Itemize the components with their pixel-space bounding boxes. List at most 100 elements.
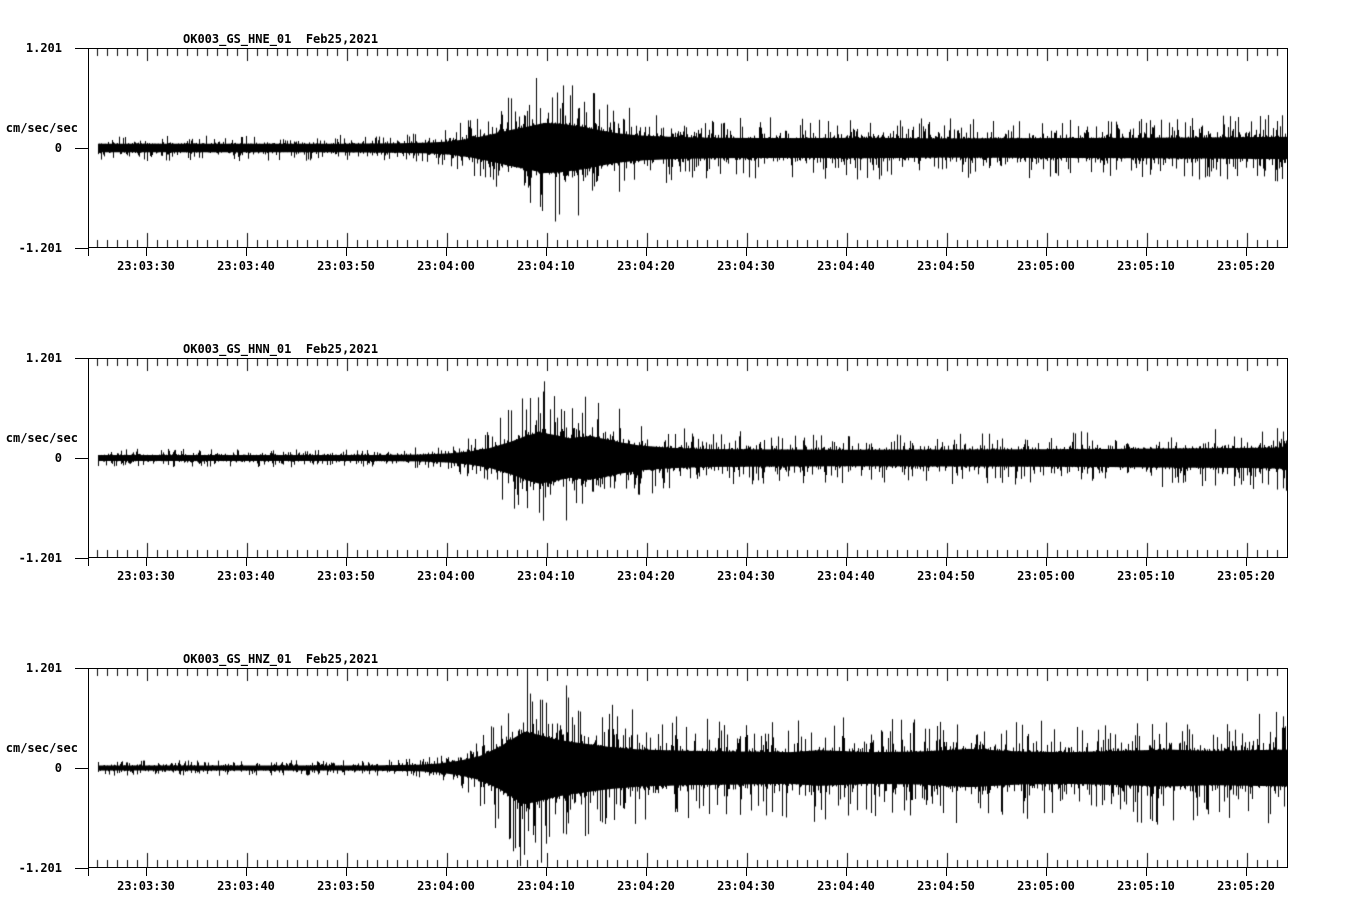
plot-area: [88, 48, 1288, 248]
x-major-tick-extension: [88, 868, 89, 876]
trace-title: OK003_GS_HNN_01 Feb25,2021: [183, 342, 379, 356]
x-tick-label: 23:04:20: [617, 259, 675, 273]
trace-title: OK003_GS_HNZ_01 Feb25,2021: [183, 652, 379, 666]
x-major-tick-extension: [646, 868, 647, 876]
x-major-tick-extension: [446, 868, 447, 876]
y-axis-max-label: 1.201: [25, 351, 62, 365]
x-tick-label: 23:04:20: [617, 569, 675, 583]
x-tick-label: 23:05:00: [1017, 569, 1075, 583]
y-axis-min-label: -1.201: [18, 861, 62, 875]
seismo-panel-hnz: OK003_GS_HNZ_01 Feb25,2021 1.201 cm/sec/…: [0, 640, 1358, 915]
waveform-canvas: [89, 359, 1287, 557]
y-tick-mark: [75, 358, 88, 359]
x-tick-label: 23:04:30: [717, 569, 775, 583]
x-tick-label: 23:04:00: [417, 569, 475, 583]
plot-area: [88, 358, 1288, 558]
x-tick-label: 23:03:40: [217, 879, 275, 893]
x-tick-label: 23:05:20: [1217, 569, 1275, 583]
x-tick-label: 23:05:20: [1217, 879, 1275, 893]
trace-title: OK003_GS_HNE_01 Feb25,2021: [183, 32, 379, 46]
x-major-tick-extension: [146, 558, 147, 566]
x-major-tick-extension: [546, 868, 547, 876]
x-tick-label: 23:04:10: [517, 259, 575, 273]
x-major-tick-extension: [246, 558, 247, 566]
x-tick-label: 23:03:30: [117, 879, 175, 893]
y-axis-max-label: 1.201: [25, 661, 62, 675]
x-tick-label: 23:04:10: [517, 569, 575, 583]
waveform-canvas: [89, 669, 1287, 867]
y-tick-mark: [75, 248, 88, 249]
x-major-tick-extension: [546, 558, 547, 566]
x-tick-label: 23:04:30: [717, 879, 775, 893]
x-tick-label: 23:05:10: [1117, 259, 1175, 273]
x-major-tick-extension: [246, 248, 247, 256]
x-tick-label: 23:03:50: [317, 879, 375, 893]
x-major-tick-extension: [1246, 868, 1247, 876]
x-major-tick-extension: [946, 868, 947, 876]
y-tick-mark: [75, 768, 88, 769]
x-major-tick-extension: [546, 248, 547, 256]
y-axis-zero-label: 0: [54, 141, 62, 155]
x-major-tick-extension: [1146, 248, 1147, 256]
x-major-tick-extension: [946, 558, 947, 566]
x-tick-label: 23:05:00: [1017, 879, 1075, 893]
x-major-tick-extension: [346, 558, 347, 566]
y-axis-units-label: cm/sec/sec: [5, 741, 78, 755]
x-tick-label: 23:04:30: [717, 259, 775, 273]
y-tick-mark: [75, 668, 88, 669]
x-major-tick-extension: [88, 558, 89, 566]
x-major-tick-extension: [146, 248, 147, 256]
x-tick-label: 23:03:50: [317, 259, 375, 273]
x-major-tick-extension: [946, 248, 947, 256]
y-tick-mark: [75, 868, 88, 869]
x-major-tick-extension: [446, 248, 447, 256]
x-tick-label: 23:03:40: [217, 259, 275, 273]
x-major-tick-extension: [1246, 248, 1247, 256]
x-tick-label: 23:05:20: [1217, 259, 1275, 273]
x-tick-label: 23:04:40: [817, 259, 875, 273]
x-tick-label: 23:04:20: [617, 879, 675, 893]
y-tick-mark: [75, 558, 88, 559]
x-tick-label: 23:04:50: [917, 569, 975, 583]
x-major-tick-extension: [746, 558, 747, 566]
x-tick-label: 23:05:10: [1117, 569, 1175, 583]
x-tick-label: 23:05:10: [1117, 879, 1175, 893]
x-major-tick-extension: [1046, 868, 1047, 876]
x-major-tick-extension: [646, 558, 647, 566]
x-tick-label: 23:04:50: [917, 259, 975, 273]
waveform-canvas: [89, 49, 1287, 247]
x-major-tick-extension: [346, 248, 347, 256]
x-tick-label: 23:04:00: [417, 259, 475, 273]
y-axis-units-label: cm/sec/sec: [5, 431, 78, 445]
x-major-tick-extension: [1046, 248, 1047, 256]
y-axis-max-label: 1.201: [25, 41, 62, 55]
y-tick-mark: [75, 148, 88, 149]
x-tick-label: 23:03:40: [217, 569, 275, 583]
x-major-tick-extension: [246, 868, 247, 876]
y-axis-min-label: -1.201: [18, 241, 62, 255]
y-axis-units-label: cm/sec/sec: [5, 121, 78, 135]
seismo-panel-hnn: OK003_GS_HNN_01 Feb25,2021 1.201 cm/sec/…: [0, 330, 1358, 605]
x-major-tick-extension: [346, 868, 347, 876]
x-major-tick-extension: [846, 558, 847, 566]
x-tick-label: 23:04:40: [817, 569, 875, 583]
seismo-panel-hne: OK003_GS_HNE_01 Feb25,2021 1.201 cm/sec/…: [0, 20, 1358, 295]
y-axis-zero-label: 0: [54, 761, 62, 775]
x-tick-label: 23:04:00: [417, 879, 475, 893]
y-tick-mark: [75, 48, 88, 49]
x-major-tick-extension: [646, 248, 647, 256]
x-tick-label: 23:04:10: [517, 879, 575, 893]
x-tick-label: 23:03:50: [317, 569, 375, 583]
x-major-tick-extension: [846, 868, 847, 876]
x-tick-label: 23:05:00: [1017, 259, 1075, 273]
plot-area: [88, 668, 1288, 868]
x-major-tick-extension: [746, 248, 747, 256]
y-axis-zero-label: 0: [54, 451, 62, 465]
x-tick-label: 23:04:50: [917, 879, 975, 893]
y-tick-mark: [75, 458, 88, 459]
x-major-tick-extension: [446, 558, 447, 566]
x-tick-label: 23:03:30: [117, 569, 175, 583]
x-major-tick-extension: [1146, 868, 1147, 876]
x-major-tick-extension: [146, 868, 147, 876]
